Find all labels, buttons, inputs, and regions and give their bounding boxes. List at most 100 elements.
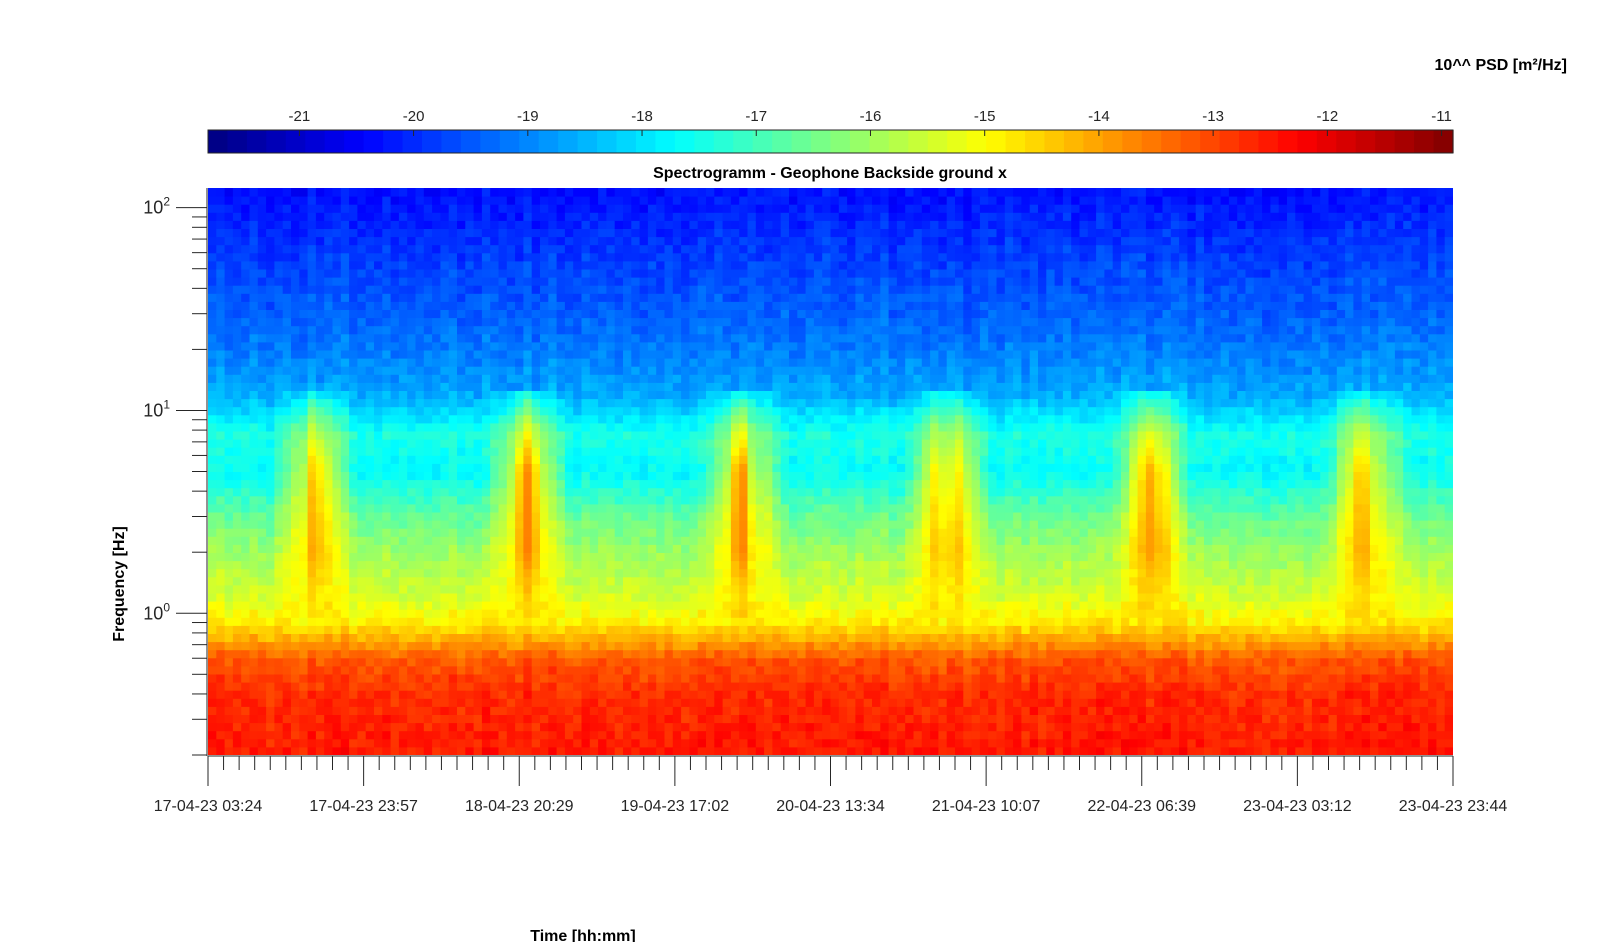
heatmap-cell [656,382,665,391]
heatmap-cell [623,422,632,432]
heatmap-cell [755,220,765,229]
heatmap-cell [465,576,475,586]
heatmap-cell [722,431,732,440]
heatmap-cell [523,625,533,634]
heatmap-cell [465,439,475,448]
heatmap-cell [681,520,690,529]
heatmap-cell [647,277,657,286]
heatmap-cell [423,520,433,529]
heatmap-cell [714,382,724,391]
heatmap-cell [581,341,591,351]
heatmap-cell [307,706,317,715]
colorbar-segment [1277,130,1298,153]
heatmap-cell [349,447,358,456]
heatmap-cell [764,398,773,408]
heatmap-cell [772,382,782,391]
heatmap-cell [465,293,475,302]
heatmap-cell [623,398,632,408]
heatmap-cell [747,682,757,691]
heatmap-cell [365,617,375,626]
heatmap-cell [506,512,516,521]
heatmap-cell [291,649,300,659]
heatmap-cell [747,212,757,221]
heatmap-cell [598,584,607,594]
heatmap-cell [241,317,250,327]
heatmap-cell [374,244,383,254]
heatmap-cell [531,293,541,302]
heatmap-cell [465,333,475,343]
heatmap-cell [216,301,226,310]
heatmap-cell [324,714,333,724]
heatmap-cell [589,641,599,651]
heatmap-cell [647,228,657,238]
heatmap-cell [232,746,242,755]
heatmap-cell [772,584,782,594]
heatmap-cell [307,366,317,375]
heatmap-cell [249,277,259,286]
heatmap-cell [739,285,748,294]
heatmap-cell [540,463,549,472]
heatmap-cell [581,674,591,683]
heatmap-cell [291,406,300,416]
heatmap-cell [606,512,616,521]
heatmap-cell [390,690,400,699]
heatmap-cell [465,503,475,513]
heatmap-cell [548,406,558,416]
heatmap-cell [747,431,757,440]
heatmap-cell [589,374,599,383]
heatmap-cell [257,706,267,715]
heatmap-cell [257,228,267,238]
heatmap-cell [664,431,674,440]
heatmap-cell [498,714,508,724]
heatmap-cell [465,366,475,375]
heatmap-cell [340,609,350,618]
heatmap-cell [216,544,226,553]
heatmap-cell [216,390,226,400]
heatmap-cell [681,609,690,618]
heatmap-cell [656,722,665,732]
heatmap-cell [473,698,483,707]
heatmap-cell [706,277,715,286]
heatmap-cell [581,390,591,400]
heatmap-cell [639,358,649,367]
heatmap-cell [706,447,715,456]
heatmap-cell [266,536,275,545]
heatmap-cell [291,358,300,367]
heatmap-cell [639,520,649,529]
heatmap-cell [714,487,724,497]
heatmap-cell [672,641,682,651]
heatmap-cell [282,738,292,748]
heatmap-cell [647,503,657,513]
heatmap-cell [332,382,342,391]
heatmap-cell [623,431,632,440]
heatmap-cell [481,406,491,416]
heatmap-cell [506,196,516,205]
heatmap-cell [506,601,516,610]
heatmap-cell [614,625,624,634]
heatmap-cell [423,366,433,375]
heatmap-cell [689,358,699,367]
heatmap-cell [548,479,558,489]
heatmap-cell [581,520,591,529]
heatmap-cell [581,487,591,497]
heatmap-cell [282,584,292,594]
heatmap-cell [523,431,533,440]
heatmap-cell [432,366,441,375]
heatmap-cell [780,536,790,545]
heatmap-cell [772,358,782,367]
heatmap-cell [390,422,400,432]
heatmap-cell [465,463,475,472]
heatmap-cell [531,495,541,505]
heatmap-cell [564,625,574,634]
heatmap-cell [340,366,350,375]
colorbar-segment [1316,130,1337,153]
heatmap-cell [307,520,317,529]
heatmap-cell [598,601,607,610]
heatmap-cell [730,341,740,351]
heatmap-cell [440,601,450,610]
heatmap-cell [755,617,765,626]
heatmap-cell [706,503,715,513]
heatmap-cell [714,722,724,732]
heatmap-cell [407,746,416,755]
heatmap-cell [772,649,782,659]
